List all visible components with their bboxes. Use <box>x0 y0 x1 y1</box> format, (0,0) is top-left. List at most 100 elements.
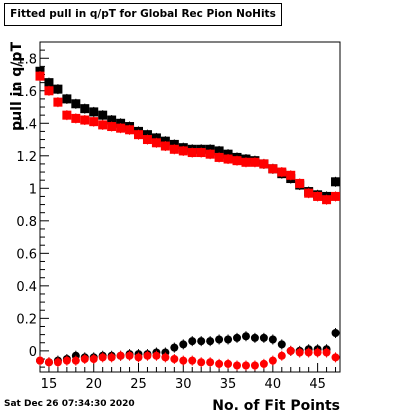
data-point <box>107 353 116 362</box>
y-tick-label: 1.6 <box>16 85 37 100</box>
data-point <box>295 348 304 357</box>
data-point <box>179 356 188 365</box>
data-point <box>44 86 54 96</box>
x-tick-label: 30 <box>175 377 192 392</box>
data-point <box>151 138 161 148</box>
y-tick-label: 0.4 <box>16 280 37 295</box>
data-markers <box>35 66 341 371</box>
data-point <box>116 123 126 133</box>
data-point <box>98 120 108 130</box>
data-point <box>80 115 90 125</box>
data-point <box>44 358 53 367</box>
data-point <box>268 164 278 174</box>
x-tick-label: 15 <box>41 377 58 392</box>
data-point <box>331 353 340 362</box>
plot-frame <box>39 41 341 373</box>
data-point <box>152 351 161 360</box>
data-point <box>62 356 71 365</box>
data-point <box>250 333 259 342</box>
data-point <box>232 156 242 166</box>
data-point <box>161 353 170 362</box>
data-point <box>125 125 135 135</box>
data-point <box>205 149 215 159</box>
y-tick-label: 0.2 <box>16 312 37 327</box>
data-point <box>36 356 44 365</box>
data-point <box>196 148 206 158</box>
data-point <box>241 157 251 167</box>
data-point <box>286 346 295 355</box>
x-axis-label: No. of Fit Points <box>212 398 340 414</box>
y-tick-label: 1 <box>29 182 37 197</box>
data-point <box>116 351 125 360</box>
y-tick-label: 0 <box>29 345 37 360</box>
data-point <box>98 353 107 362</box>
data-point <box>224 359 233 368</box>
data-point <box>142 135 152 145</box>
x-tick-labels: 15 20 25 30 35 40 45 <box>41 377 326 392</box>
data-point <box>80 354 89 363</box>
y-axis-label: pull in q/pT <box>9 42 25 131</box>
data-point <box>188 337 197 346</box>
data-point <box>107 122 117 132</box>
data-point <box>134 130 144 140</box>
data-point <box>44 78 54 88</box>
data-point <box>89 354 98 363</box>
data-point <box>224 335 233 344</box>
data-point <box>134 353 143 362</box>
data-point <box>214 152 224 162</box>
data-point <box>304 188 314 198</box>
y-tick-label: 0.6 <box>16 247 37 262</box>
y-tick-labels: 0 0.2 0.4 0.6 0.8 1 1.2 1.4 1.6 1.8 <box>16 52 37 360</box>
data-point <box>143 351 152 360</box>
data-point <box>170 343 179 352</box>
data-point <box>268 356 277 365</box>
x-tick-label: 45 <box>309 377 326 392</box>
data-point <box>233 361 242 370</box>
data-point <box>179 340 188 349</box>
data-point <box>71 99 81 109</box>
timestamp-footer: Sat Dec 26 07:34:30 2020 <box>4 399 135 409</box>
data-point <box>322 195 332 205</box>
data-point <box>268 335 277 344</box>
data-point <box>233 333 242 342</box>
data-point <box>197 358 206 367</box>
data-point <box>331 328 340 337</box>
data-point <box>259 159 269 169</box>
data-point <box>169 144 179 154</box>
data-point <box>160 141 170 151</box>
data-point <box>35 71 45 81</box>
data-point <box>259 333 268 342</box>
data-point <box>331 191 341 201</box>
data-point <box>215 359 224 368</box>
data-point <box>107 115 117 125</box>
data-point <box>322 348 331 357</box>
data-point <box>178 146 188 156</box>
data-point <box>125 351 134 360</box>
y-tick-label: 1.8 <box>16 52 37 67</box>
data-point <box>187 148 197 158</box>
data-point <box>259 359 268 368</box>
data-point <box>53 358 62 367</box>
data-point <box>295 178 305 188</box>
data-point <box>197 337 206 346</box>
x-tick-label: 40 <box>265 377 282 392</box>
data-point <box>170 354 179 363</box>
data-point <box>53 84 63 94</box>
data-point <box>206 358 215 367</box>
y-tick-label: 1.4 <box>16 117 37 132</box>
data-point <box>304 348 313 357</box>
data-point <box>62 110 72 120</box>
data-point <box>188 356 197 365</box>
data-point <box>214 146 224 156</box>
data-point <box>313 348 322 357</box>
x-tick-label: 25 <box>130 377 147 392</box>
data-point <box>277 167 287 177</box>
data-point <box>241 332 250 341</box>
data-point <box>80 104 90 114</box>
data-point <box>241 361 250 370</box>
data-point <box>223 154 233 164</box>
data-point <box>62 94 72 104</box>
chart-title: Fitted pull in q/pT for Global Rec Pion … <box>4 3 282 26</box>
data-point <box>71 356 80 365</box>
